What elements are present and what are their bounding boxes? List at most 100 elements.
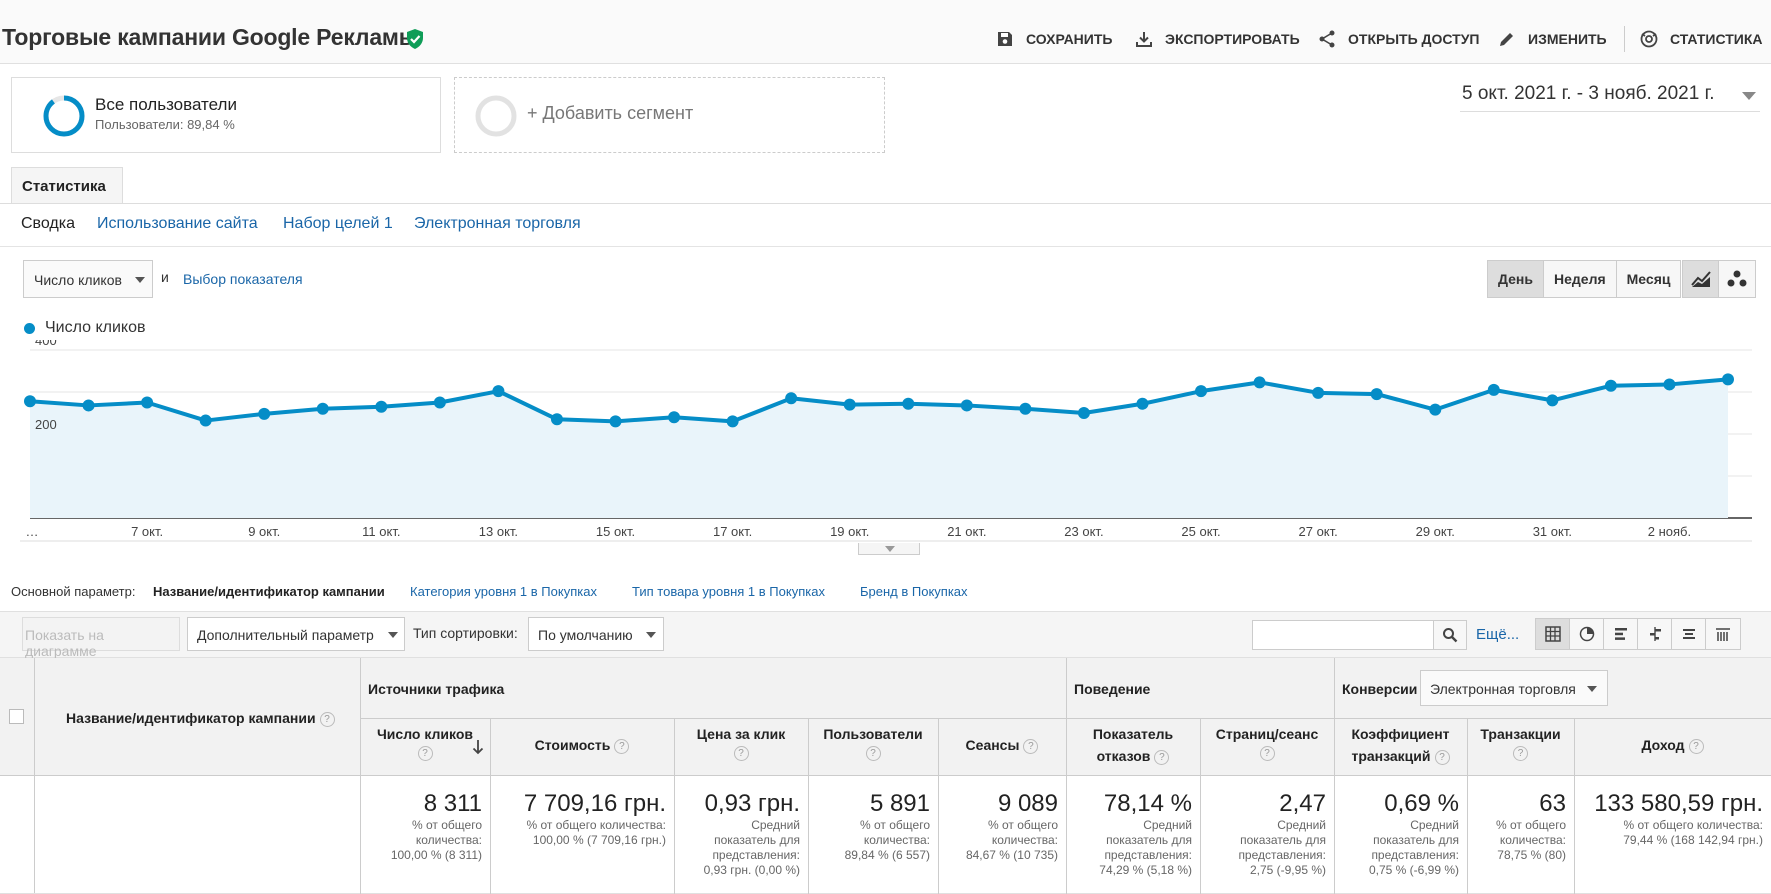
help-icon[interactable]: ? xyxy=(1259,746,1275,761)
column-total-subtext: Средний показатель для представления: 0,75 … xyxy=(1334,818,1459,878)
metric-column-header[interactable]: Цена за клик? xyxy=(678,723,804,761)
save-label: СОХРАНИТЬ xyxy=(1026,31,1113,47)
column-divider xyxy=(808,718,809,894)
share-button[interactable]: ОТКРЫТЬ ДОСТУП xyxy=(1317,28,1479,50)
metric-column-label: Доход? xyxy=(1578,734,1767,756)
dimension-category-link[interactable]: Категория уровня 1 в Покупках xyxy=(410,584,597,599)
metric-column-label: транзакций? xyxy=(1338,745,1463,767)
metric-column-header[interactable]: Показатель отказов? xyxy=(1070,723,1196,767)
chevron-down-icon xyxy=(1742,92,1756,100)
metric-column-header[interactable]: Доход? xyxy=(1578,734,1767,756)
help-icon[interactable]: ? xyxy=(1434,749,1450,765)
subtab-ecommerce[interactable]: Электронная торговля xyxy=(414,215,581,232)
metric-column-header[interactable]: Стоимость? xyxy=(494,734,670,756)
metric-column-header[interactable]: Транзакции? xyxy=(1471,723,1570,761)
help-icon[interactable]: ? xyxy=(319,711,335,727)
select-all-checkbox[interactable] xyxy=(9,709,24,724)
x-tick-label: 19 окт. xyxy=(830,524,869,539)
help-icon[interactable]: ? xyxy=(417,746,433,761)
pie-chart-icon xyxy=(1579,626,1594,642)
plot-rows-button[interactable]: Показать на диаграмме xyxy=(22,617,180,659)
column-divider xyxy=(490,718,491,894)
subtab-goal-set[interactable]: Набор целей 1 xyxy=(283,215,393,232)
data-point xyxy=(1077,407,1090,419)
chevron-down-icon xyxy=(135,277,145,283)
metric-column-label: отказов? xyxy=(1070,745,1196,767)
table-totals-row xyxy=(0,776,1771,894)
export-button[interactable]: ЭКСПОРТИРОВАТЬ xyxy=(1134,28,1300,50)
column-total-subtext-line: % от общего xyxy=(860,818,930,832)
y-tick-label: 200 xyxy=(35,417,57,432)
metric-column-header[interactable]: Число кликов? xyxy=(364,723,486,761)
group-acquisition: Источники трафика xyxy=(368,681,505,697)
table-view-toggle xyxy=(1535,618,1741,650)
secondary-dimension-select[interactable]: Дополнительный параметр xyxy=(187,617,405,651)
column-divider xyxy=(674,718,675,894)
subtab-site-usage[interactable]: Использование сайта xyxy=(97,215,258,232)
metric-column-header[interactable]: Сеансы? xyxy=(942,734,1062,756)
period-week-button[interactable]: Неделя xyxy=(1544,261,1617,297)
help-icon[interactable]: ? xyxy=(865,746,881,761)
dimension-column-header[interactable]: Название/идентификатор кампании? xyxy=(66,707,341,729)
insights-button[interactable]: СТАТИСТИКА xyxy=(1639,28,1763,50)
data-point xyxy=(316,402,329,415)
help-icon[interactable]: ? xyxy=(1513,746,1528,761)
metric-select[interactable]: Число кликов xyxy=(23,260,153,298)
column-total-subtext: % от общего количества: 100,00 % (7 709,1… xyxy=(490,818,667,848)
view-pivot-button[interactable] xyxy=(1706,619,1740,649)
column-total-subtext-line: количества: xyxy=(415,833,482,847)
group-conversions: Конверсии xyxy=(1342,681,1418,697)
view-pie-button[interactable] xyxy=(1570,619,1604,649)
sort-type-select[interactable]: По умолчанию xyxy=(528,617,664,651)
search-button[interactable] xyxy=(1433,620,1467,650)
column-total-subtext: % от общего количества: 100,00 % (8 311) xyxy=(360,818,482,863)
column-total-subtext-line: 2,75 (-9,95 %) xyxy=(1249,863,1326,877)
view-table-button[interactable] xyxy=(1536,619,1570,649)
column-total-subtext-line: 84,67 % (10 735) xyxy=(965,848,1058,862)
advanced-filter-link[interactable]: Ещё... xyxy=(1476,626,1520,643)
save-button[interactable]: СОХРАНИТЬ xyxy=(995,28,1112,50)
dimension-product-type-link[interactable]: Тип товара уровня 1 в Покупках xyxy=(632,584,825,599)
period-day-button[interactable]: День xyxy=(1488,261,1544,297)
table-search-input[interactable] xyxy=(1252,620,1434,650)
metric-column-header[interactable]: Страниц/сеанс? xyxy=(1204,723,1330,761)
column-total-value: 9 089 xyxy=(997,790,1058,817)
subtab-summary[interactable]: Сводка xyxy=(21,215,76,232)
sort-descending-icon[interactable] xyxy=(471,739,485,755)
conversion-type-select[interactable]: Электронная торговля xyxy=(1420,670,1608,706)
column-total-subtext-line: представления: xyxy=(1104,848,1192,862)
line-chart-icon xyxy=(1690,271,1711,287)
help-icon[interactable]: ? xyxy=(614,738,630,754)
data-point xyxy=(1429,403,1442,416)
help-icon[interactable]: ? xyxy=(733,746,749,761)
period-month-button[interactable]: Месяц xyxy=(1626,271,1671,287)
view-comparison-button[interactable] xyxy=(1638,619,1672,649)
data-point xyxy=(785,392,798,405)
tab-statistics[interactable]: Статистика xyxy=(11,167,123,204)
data-point xyxy=(550,413,563,426)
chart-resize-handle[interactable] xyxy=(858,543,920,555)
metric-column-header[interactable]: Пользователи? xyxy=(812,723,934,761)
segment-all-users[interactable]: Все пользователи Пользователи: 89,84 % xyxy=(11,77,441,153)
chart-legend: Число кликов xyxy=(24,319,146,337)
data-point xyxy=(375,400,388,413)
choose-metric-link[interactable]: Выбор показателя xyxy=(183,271,303,287)
term-cloud-icon xyxy=(1682,629,1695,639)
data-point xyxy=(668,411,681,424)
motion-chart-button[interactable] xyxy=(1719,261,1755,297)
metric-column-header[interactable]: Коэффициент транзакций? xyxy=(1338,723,1463,767)
line-chart-button[interactable] xyxy=(1683,261,1719,297)
edit-button[interactable]: ИЗМЕНИТЬ xyxy=(1497,28,1607,50)
dimension-brand-link[interactable]: Бренд в Покупках xyxy=(860,584,968,599)
view-performance-button[interactable] xyxy=(1604,619,1638,649)
view-term-cloud-button[interactable] xyxy=(1672,619,1706,649)
help-icon[interactable]: ? xyxy=(1154,749,1170,765)
series-line xyxy=(29,377,1729,424)
add-segment-button[interactable]: + Добавить сегмент xyxy=(454,77,885,153)
column-total-subtext-line: 89,84 % (6 557) xyxy=(844,848,930,862)
date-range-picker[interactable]: 5 окт. 2021 г. - 3 нояб. 2021 г. xyxy=(1460,82,1760,112)
download-icon xyxy=(1136,32,1152,47)
help-icon[interactable]: ? xyxy=(1688,738,1704,754)
help-icon[interactable]: ? xyxy=(1023,738,1039,754)
column-total-subtext-line: показатель для xyxy=(1373,833,1459,847)
